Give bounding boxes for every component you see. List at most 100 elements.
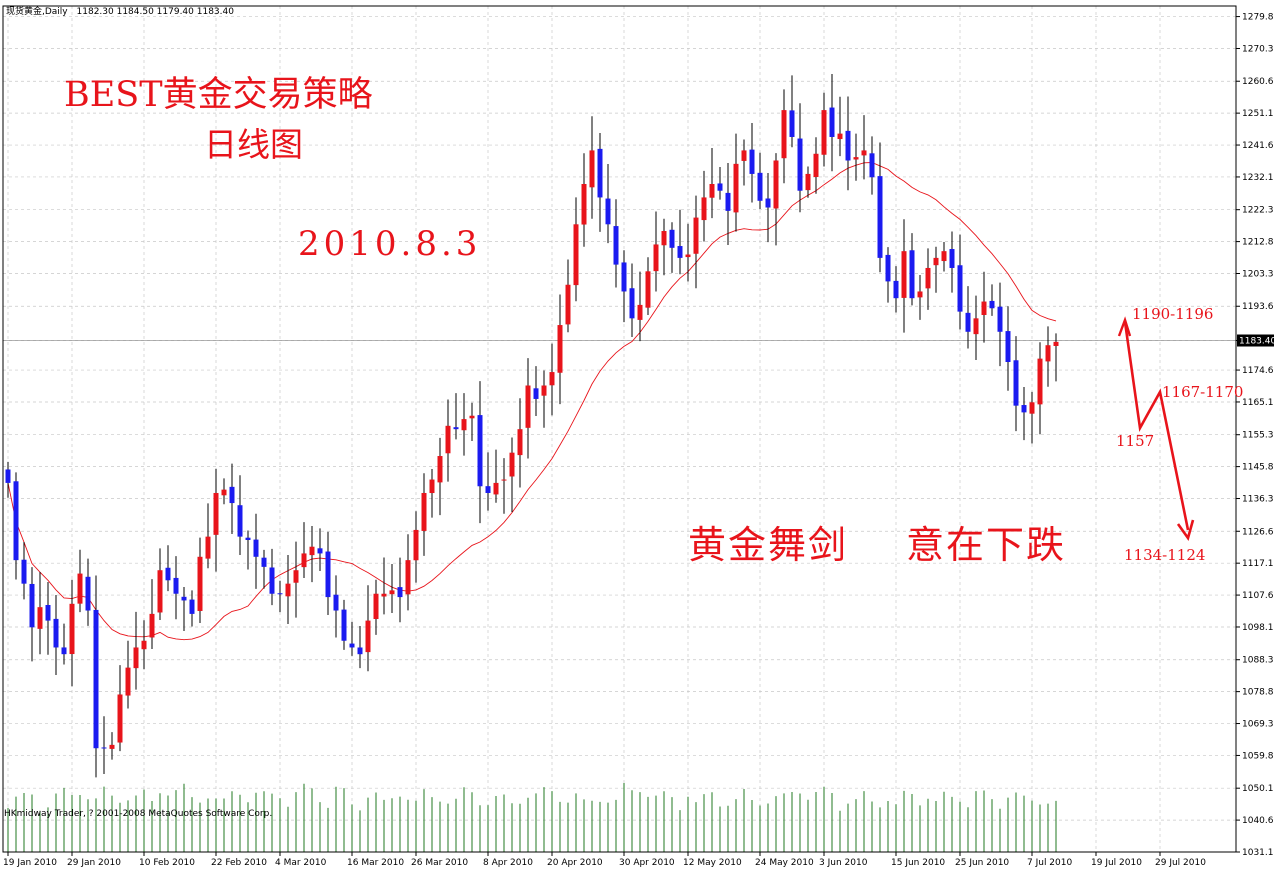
candle-body (989, 300, 995, 309)
candle-body (245, 537, 251, 540)
candle-body (613, 226, 619, 265)
slogan-part1: 黄金舞剑 (688, 523, 849, 567)
candle-body (685, 254, 691, 258)
chart-axes: 1279.85 1270.35 1260.60 1251.10 1241.60 1232.… (2, 5, 1274, 868)
candle-body (701, 197, 707, 221)
candle-body (213, 492, 219, 535)
x-tick-label: 29 Jul 2010 (1155, 858, 1206, 868)
copyright-text: HKmidway Trader, ? 2001-2008 MetaQuotes … (4, 809, 273, 819)
candle-body (949, 249, 955, 268)
candle-body (813, 153, 819, 178)
moving-average-series (7, 162, 1057, 641)
candle-body (349, 643, 355, 648)
x-tick-label: 7 Jul 2010 (1027, 858, 1072, 868)
candle-body (1045, 345, 1051, 362)
chart-grid (3, 6, 1236, 853)
candle-body (861, 150, 867, 156)
candle-body (733, 163, 739, 213)
candle-body (5, 469, 11, 483)
candle-body (173, 577, 179, 594)
candle-body (893, 280, 899, 299)
chart-subtitle: 日线图 (204, 125, 303, 164)
candle-body (621, 262, 627, 292)
y-tick-label: 1078.85 (1242, 688, 1274, 698)
candle-body (757, 172, 763, 201)
candle-body (669, 229, 675, 248)
candle-body (965, 312, 971, 332)
candle-body (709, 183, 715, 198)
x-tick-label: 19 Jul 2010 (1091, 858, 1142, 868)
x-tick-label: 8 Apr 2010 (483, 858, 533, 868)
y-tick-label: 1165.10 (1242, 398, 1274, 408)
candle-body (661, 231, 667, 246)
candle-body (821, 110, 827, 155)
x-tick-label: 10 Feb 2010 (139, 858, 195, 868)
candle-body (181, 596, 187, 601)
candle-body (461, 419, 467, 431)
candle-body (421, 492, 427, 531)
x-tick-label: 25 Jun 2010 (955, 858, 1009, 868)
candle-body (205, 536, 211, 559)
forecast-arrows (1117, 316, 1195, 541)
y-tick-label: 1088.35 (1242, 656, 1274, 666)
target-upper-label: 1190-1196 (1132, 305, 1214, 323)
candle-body (397, 587, 403, 598)
y-tick-label: 1050.10 (1242, 784, 1274, 794)
candle-body (773, 160, 779, 209)
x-tick-label: 19 Jan 2010 (3, 858, 57, 868)
x-tick-label: 12 May 2010 (683, 858, 742, 868)
candle-body (653, 244, 659, 272)
y-tick-label: 1203.35 (1242, 270, 1274, 280)
candle-body (877, 176, 883, 258)
target-mid-label: 1167-1170 (1162, 383, 1244, 401)
x-tick-label: 29 Jan 2010 (67, 858, 121, 868)
candle-body (917, 291, 923, 298)
candle-body (765, 198, 771, 208)
candle-body (885, 254, 891, 282)
symbol-label: 现货黄金,Daily (6, 7, 68, 17)
candle-body (453, 427, 459, 430)
candle-body (93, 609, 99, 749)
candle-body (357, 647, 363, 655)
candle-body (77, 573, 83, 604)
x-tick-label: 24 May 2010 (755, 858, 814, 868)
candle-body (1021, 405, 1027, 413)
candle-body (69, 603, 75, 655)
candle-body (557, 325, 563, 373)
candle-body (589, 150, 595, 188)
x-tick-label: 30 Apr 2010 (619, 858, 675, 868)
candle-body (285, 583, 291, 597)
candle-body (317, 548, 323, 554)
candle-body (645, 271, 651, 308)
candle-body (741, 150, 747, 161)
x-tick-label: 3 Jun 2010 (819, 858, 868, 868)
candle-body (165, 567, 171, 581)
y-tick-label: 1031.10 (1242, 848, 1274, 858)
x-tick-label: 22 Feb 2010 (211, 858, 267, 868)
candle-body (109, 744, 115, 749)
y-tick-label: 1260.60 (1242, 77, 1274, 87)
candle-body (525, 385, 531, 428)
target-final-label: 1134-1124 (1124, 546, 1206, 564)
forecast-path (1123, 321, 1190, 531)
candle-body (21, 559, 27, 584)
y-tick-label: 1279.85 (1242, 13, 1274, 23)
volume-bars (7, 783, 1057, 852)
candle-body (901, 251, 907, 298)
arrow-head-down (1176, 519, 1195, 541)
candle-body (789, 110, 795, 137)
candle-body (549, 372, 555, 386)
y-tick-label: 1136.35 (1242, 495, 1274, 505)
candle-body (237, 505, 243, 537)
current-price-box (1237, 334, 1274, 347)
candle-body (597, 148, 603, 198)
candle-body (493, 482, 499, 495)
x-tick-label: 15 Jun 2010 (891, 858, 945, 868)
candle-body (429, 479, 435, 494)
candle-body (85, 576, 91, 611)
y-tick-label: 1098.10 (1242, 623, 1274, 633)
candle-body (805, 173, 811, 191)
candle-body (1013, 360, 1019, 406)
candle-body (869, 153, 875, 178)
